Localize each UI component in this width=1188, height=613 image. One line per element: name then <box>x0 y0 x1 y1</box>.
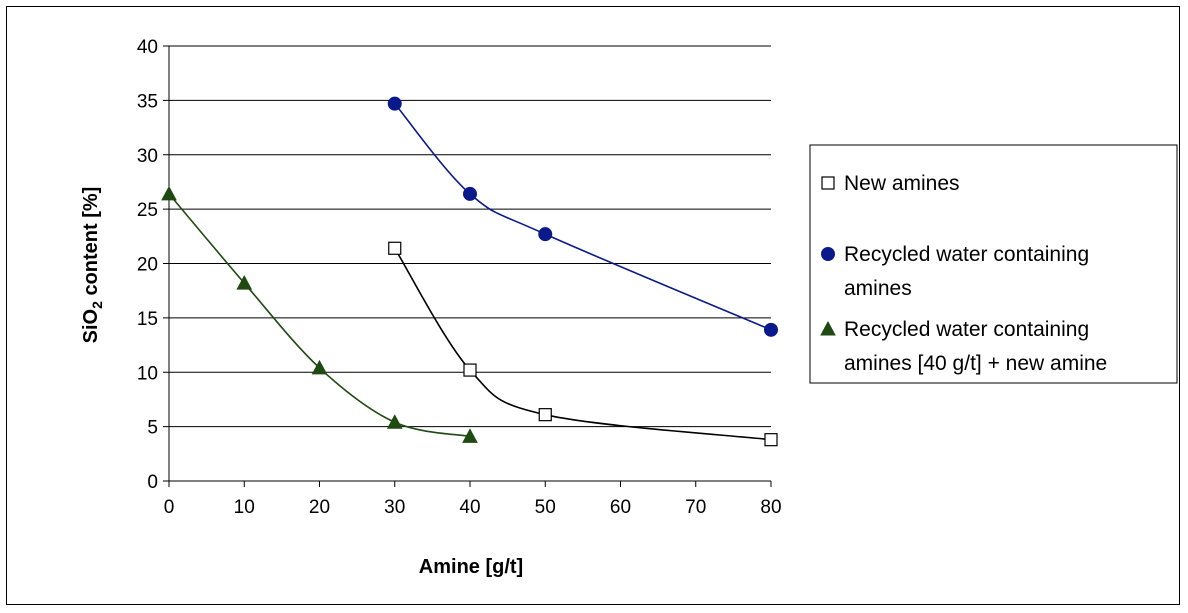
y-tick-label: 15 <box>137 309 158 330</box>
legend-marker <box>821 176 835 190</box>
series-triangle <box>161 185 478 443</box>
data-point <box>462 428 478 443</box>
y-axis-title-part: content [%] <box>80 187 102 301</box>
legend-label: amines [40 g/t] + new amine <box>844 352 1107 375</box>
series-square <box>388 241 778 447</box>
y-tick-label: 5 <box>147 418 158 439</box>
y-tick-label: 20 <box>137 255 158 276</box>
y-tick-label: 35 <box>137 91 158 112</box>
chart-frame <box>6 6 1180 605</box>
y-axis-title-part: SiO <box>80 309 102 343</box>
data-point <box>538 227 553 242</box>
legend-label: Recycled water containing <box>844 318 1089 341</box>
series-circle <box>387 96 778 337</box>
data-point <box>463 363 477 377</box>
y-tick-label: 25 <box>137 200 158 221</box>
x-tick-label: 80 <box>760 497 781 518</box>
x-tick-label: 30 <box>384 497 405 518</box>
x-axis-title: Amine [g/t] <box>419 556 523 578</box>
x-tick-label: 70 <box>685 497 706 518</box>
y-axis-title: SiO2 content [%] <box>80 187 105 344</box>
x-tick-label: 40 <box>459 497 480 518</box>
data-point <box>236 275 253 290</box>
data-point <box>311 359 328 375</box>
data-point <box>463 186 477 201</box>
legend-box <box>809 144 1178 384</box>
data-point <box>764 433 778 447</box>
legend-label: New amines <box>844 172 960 195</box>
axes: 0 5 10 15 20 25 30 35 40 0 10 20 30 40 50 60 70 80 <box>137 37 782 518</box>
x-tick-label: 10 <box>234 497 255 518</box>
legend-marker <box>821 247 835 261</box>
data-point <box>387 96 402 111</box>
x-tick-label: 0 <box>164 497 175 518</box>
y-tick-label: 40 <box>137 37 158 58</box>
legend: New amines Recycled water containing amine… <box>809 144 1178 384</box>
data-point <box>764 322 778 337</box>
legend-label: amines <box>844 277 912 300</box>
x-tick-label: 20 <box>309 497 330 518</box>
y-axis-title-subscript: 2 <box>89 301 105 309</box>
gridlines <box>169 45 771 428</box>
x-tick-label: 60 <box>610 497 631 518</box>
data-point <box>161 185 177 201</box>
series-line <box>394 247 772 441</box>
y-tick-label: 30 <box>137 146 158 167</box>
series-line <box>168 193 471 438</box>
data-point <box>386 414 403 429</box>
series-line <box>394 103 772 331</box>
x-tick-label: 50 <box>535 497 556 518</box>
legend-marker <box>820 320 836 336</box>
data-point <box>388 241 402 255</box>
legend-label: Recycled water containing <box>844 243 1089 266</box>
data-point <box>538 408 552 422</box>
series <box>161 96 778 447</box>
y-tick-label: 10 <box>137 363 158 384</box>
y-tick-label: 0 <box>147 472 158 493</box>
